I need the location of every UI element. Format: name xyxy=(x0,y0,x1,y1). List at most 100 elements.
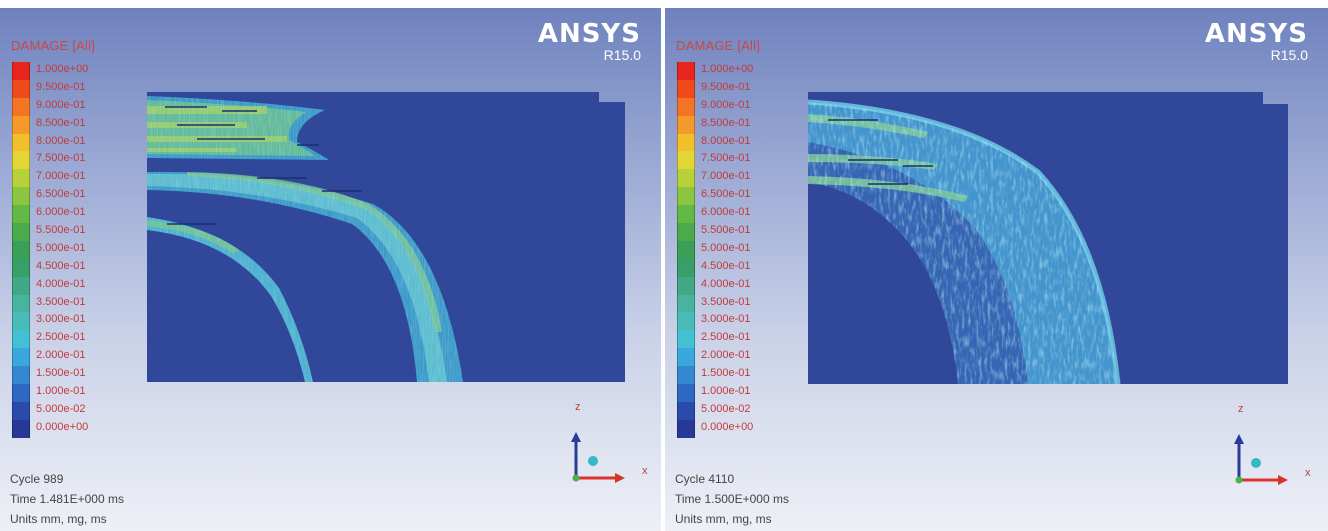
legend-color-swatch xyxy=(12,294,30,313)
legend-color-swatch xyxy=(12,223,30,241)
legend-tick-label: 2.000e-01 xyxy=(36,349,86,362)
legend-color-swatch xyxy=(677,133,695,152)
y-axis-dot xyxy=(1251,458,1261,468)
legend-tick-label: 5.000e-02 xyxy=(36,402,86,415)
legend-color-swatch xyxy=(12,79,30,98)
legend-tick-label: 6.000e-01 xyxy=(701,206,751,219)
legend-title: DAMAGE [All] xyxy=(11,38,96,53)
legend-tick-label: 7.000e-01 xyxy=(701,170,751,183)
axis-z-label: z xyxy=(1238,403,1244,415)
legend-color-swatch xyxy=(677,97,695,116)
time-label: Time 1.481E+000 ms xyxy=(10,492,124,506)
legend-color-swatch xyxy=(12,240,30,259)
legend-tick-label: 1.000e-01 xyxy=(36,385,86,398)
time-label: Time 1.500E+000 ms xyxy=(675,492,789,506)
legend-tick-label: 9.000e-01 xyxy=(36,98,86,111)
legend-title: DAMAGE [All] xyxy=(676,38,761,53)
legend-color-swatch xyxy=(12,151,30,170)
axis-x-label: x xyxy=(642,465,648,477)
legend-tick-label: 5.000e-01 xyxy=(701,241,751,254)
axis-x-label: x xyxy=(1305,467,1311,479)
legend-tick-label: 4.500e-01 xyxy=(701,259,751,272)
legend-color-swatch xyxy=(12,205,30,224)
legend-tick-label: 8.500e-01 xyxy=(701,116,751,129)
legend-color-swatch xyxy=(12,115,30,134)
legend-color-swatch xyxy=(677,151,695,170)
legend-color-swatch xyxy=(12,258,30,277)
legend-tick-label: 3.000e-01 xyxy=(36,313,86,326)
legend-tick-label: 9.500e-01 xyxy=(36,80,86,93)
legend-color-swatch xyxy=(12,169,30,188)
legend-tick-label: 7.500e-01 xyxy=(701,152,751,165)
cycle-info: Cycle 4110 Time 1.500E+000 ms Units mm, … xyxy=(675,469,789,529)
legend-tick-label: 9.500e-01 xyxy=(701,80,751,93)
legend-tick-label: 2.000e-01 xyxy=(701,349,751,362)
units-label: Units mm, mg, ms xyxy=(10,512,107,526)
legend-tick-label: 6.000e-01 xyxy=(36,206,86,219)
legend-tick-label: 1.500e-01 xyxy=(701,367,751,380)
legend-color-swatch xyxy=(12,62,30,80)
legend-color-swatch xyxy=(12,312,30,331)
legend-tick-label: 0.000e+00 xyxy=(36,420,89,433)
result-viewport-left[interactable]: DAMAGE [All] 1.000e+00 9.500e-01 9.000e-01… xyxy=(0,8,661,531)
legend-tick-label: 7.500e-01 xyxy=(36,152,86,165)
legend-color-swatch xyxy=(12,276,30,295)
legend-tick-label: 4.000e-01 xyxy=(701,277,751,290)
legend-color-swatch xyxy=(677,62,695,80)
legend-tick-label: 1.500e-01 xyxy=(36,367,86,380)
legend-color-swatch xyxy=(12,366,30,385)
legend-color-swatch xyxy=(677,79,695,98)
legend-tick-label: 2.500e-01 xyxy=(36,331,86,344)
legend-color-swatch xyxy=(12,348,30,367)
legend-tick-label: 7.000e-01 xyxy=(36,170,86,183)
legend-color-swatch xyxy=(677,401,695,420)
legend-tick-label: 1.000e+00 xyxy=(701,63,754,75)
legend-color-swatch xyxy=(677,276,695,295)
coordinate-triad xyxy=(565,430,655,500)
cycle-label: Cycle 4110 xyxy=(675,472,735,486)
legend-color-swatch xyxy=(12,401,30,420)
legend-tick-label: 6.500e-01 xyxy=(36,188,86,201)
legend-color-swatch xyxy=(677,312,695,331)
legend-tick-label: 5.000e-01 xyxy=(36,241,86,254)
x-arrowhead xyxy=(1278,475,1288,485)
brand-name: ANSYS xyxy=(537,19,641,49)
legend-color-swatch xyxy=(12,419,30,438)
result-viewport-right[interactable]: DAMAGE [All] 1.000e+00 9.500e-01 9.000e-01… xyxy=(665,8,1328,531)
ansys-logo: ANSYS R15.0 xyxy=(1205,21,1308,63)
cycle-info: Cycle 989 Time 1.481E+000 ms Units mm, m… xyxy=(10,469,124,529)
z-arrowhead xyxy=(571,432,581,442)
damage-contour-plot-left[interactable] xyxy=(147,92,629,383)
legend-tick-label: 3.500e-01 xyxy=(701,295,751,308)
legend-tick-label: 4.000e-01 xyxy=(36,277,86,290)
brand-version: R15.0 xyxy=(603,47,641,63)
legend-tick-label: 2.500e-01 xyxy=(701,331,751,344)
y-axis-dot xyxy=(588,456,598,466)
legend-color-swatch xyxy=(12,384,30,402)
legend-tick-label: 1.000e+00 xyxy=(36,63,89,75)
legend-color-swatch xyxy=(677,419,695,438)
legend-tick-label: 5.500e-01 xyxy=(36,224,86,237)
legend-color-swatch xyxy=(12,330,30,349)
legend-color-swatch xyxy=(677,366,695,385)
legend-tick-label: 8.000e-01 xyxy=(701,134,751,147)
ansys-logo: ANSYS R15.0 xyxy=(538,21,641,63)
legend-color-swatch xyxy=(677,240,695,259)
x-arrowhead xyxy=(615,473,625,483)
legend-tick-label: 8.500e-01 xyxy=(36,116,86,129)
origin-dot xyxy=(1235,476,1243,484)
legend-color-swatch xyxy=(677,294,695,313)
coordinate-triad xyxy=(1228,432,1318,502)
origin-dot xyxy=(572,474,580,482)
units-label: Units mm, mg, ms xyxy=(675,512,772,526)
legend-tick-label: 5.500e-01 xyxy=(701,224,751,237)
legend-color-swatch xyxy=(677,205,695,224)
damage-contour-plot-right[interactable] xyxy=(808,92,1290,385)
legend-tick-label: 1.000e-01 xyxy=(701,385,751,398)
z-arrowhead xyxy=(1234,434,1244,444)
brand-version: R15.0 xyxy=(1270,47,1308,63)
legend-color-swatch xyxy=(677,115,695,134)
legend-tick-label: 3.000e-01 xyxy=(701,313,751,326)
legend-tick-label: 0.000e+00 xyxy=(701,420,754,433)
